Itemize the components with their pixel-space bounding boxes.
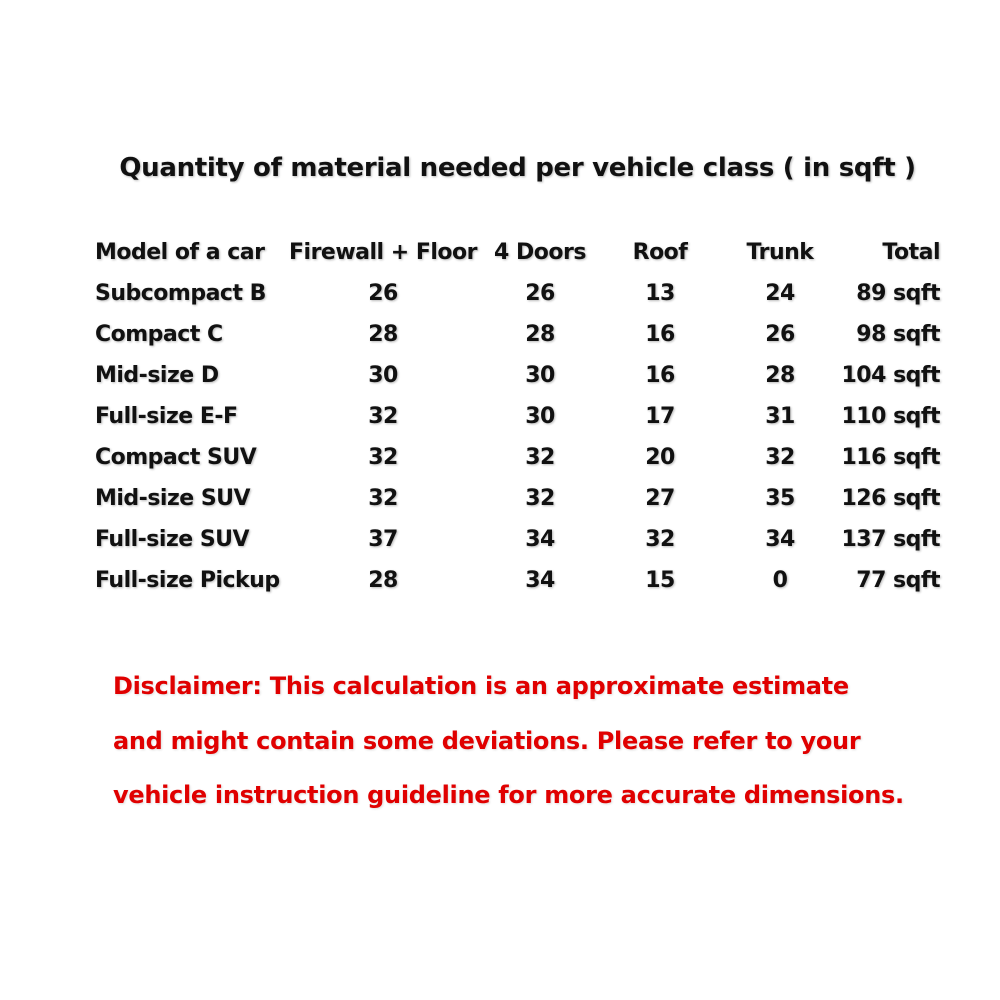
- disclaimer-line: and might contain some deviations. Pleas…: [113, 726, 861, 755]
- table-cell: 28: [525, 322, 555, 347]
- table-cell: Mid-size D: [95, 363, 219, 388]
- header-row: Model of a car Firewall + Floor 4 Doors Roo…: [0, 240, 1000, 280]
- table-cell: 28: [368, 322, 398, 347]
- table-cell: 37: [368, 527, 398, 552]
- table-cell: 32: [368, 404, 398, 429]
- table-cell: 16: [645, 363, 675, 388]
- table-cell: 32: [645, 527, 675, 552]
- column-header: Model of a car: [95, 240, 265, 265]
- table-cell: 32: [525, 445, 555, 470]
- table-row: Full-size Pickup 28 34 15 0 77 sqft: [0, 568, 1000, 608]
- table-cell: 27: [645, 486, 675, 511]
- table-cell: 31: [765, 404, 795, 429]
- table-cell: 24: [765, 281, 795, 306]
- table-cell: 32: [368, 486, 398, 511]
- table-cell: 0: [772, 568, 788, 593]
- table-cell: 17: [645, 404, 675, 429]
- table-cell: 32: [765, 445, 795, 470]
- table-cell: 116 sqft: [841, 445, 940, 470]
- column-header: Roof: [632, 240, 688, 265]
- table-cell: 89 sqft: [856, 281, 940, 306]
- table-cell: Subcompact B: [95, 281, 266, 306]
- table-cell: 34: [765, 527, 795, 552]
- table-cell: 28: [368, 568, 398, 593]
- table-cell: 77 sqft: [856, 568, 940, 593]
- table-cell: Full-size E-F: [95, 404, 238, 429]
- table-cell: Mid-size SUV: [95, 486, 251, 511]
- column-header: Trunk: [746, 240, 814, 265]
- table-cell: 16: [645, 322, 675, 347]
- table-cell: 137 sqft: [841, 527, 940, 552]
- table-cell: 32: [525, 486, 555, 511]
- page-title: Quantity of material needed per vehicle …: [119, 153, 916, 183]
- table-cell: 98 sqft: [856, 322, 940, 347]
- table-row: Mid-size D 30 30 16 28 104 sqft: [0, 363, 1000, 403]
- table-cell: 20: [645, 445, 675, 470]
- table-row: Mid-size SUV 32 32 27 35 126 sqft: [0, 486, 1000, 526]
- disclaimer-line: vehicle instruction guideline for more a…: [113, 781, 904, 809]
- table-cell: 30: [525, 404, 555, 429]
- table-cell: 126 sqft: [841, 486, 940, 511]
- table-cell: Compact C: [95, 322, 223, 347]
- table-cell: 34: [525, 568, 555, 593]
- table-cell: 26: [765, 322, 795, 347]
- table-cell: 30: [525, 363, 555, 388]
- table-cell: 35: [765, 486, 795, 511]
- table-cell: 110 sqft: [841, 404, 940, 429]
- table-row: Full-size SUV 37 34 32 34 137 sqft: [0, 527, 1000, 567]
- column-header: 4 Doors: [494, 240, 586, 265]
- disclaimer-line: Disclaimer: This calculation is an appro…: [113, 672, 849, 700]
- table-cell: Full-size Pickup: [95, 568, 280, 593]
- column-header: Total: [882, 240, 940, 265]
- table-cell: 15: [645, 568, 675, 593]
- column-header: Firewall + Floor: [289, 240, 478, 265]
- table-row: Subcompact B 26 26 13 24 89 sqft: [0, 281, 1000, 321]
- table-cell: 28: [765, 363, 795, 388]
- table-cell: Compact SUV: [95, 445, 257, 470]
- table-row: Compact SUV 32 32 20 32 116 sqft: [0, 445, 1000, 485]
- table-cell: Full-size SUV: [95, 527, 250, 552]
- table-row: Full-size E-F 32 30 17 31 110 sqft: [0, 404, 1000, 444]
- table-cell: 34: [525, 527, 555, 552]
- table-cell: 32: [368, 445, 398, 470]
- table-cell: 13: [645, 281, 675, 306]
- table-row: Compact C 28 28 16 26 98 sqft: [0, 322, 1000, 362]
- table-cell: 26: [525, 281, 555, 306]
- table-cell: 104 sqft: [841, 363, 940, 388]
- table-cell: 30: [368, 363, 398, 388]
- table-cell: 26: [368, 281, 398, 306]
